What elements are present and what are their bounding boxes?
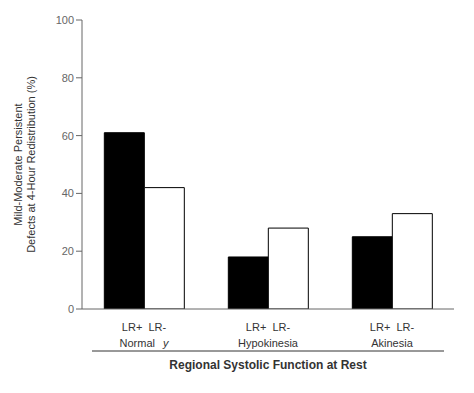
svg-text:Akinesia: Akinesia — [371, 337, 413, 349]
svg-text:40: 40 — [62, 187, 74, 199]
svg-text:LR+ LR-: LR+ LR- — [246, 321, 291, 333]
svg-text:Mild-Moderate PersistentDefect: Mild-Moderate PersistentDefects at 4-Hou… — [12, 76, 37, 253]
svg-text:Hypokinesia: Hypokinesia — [238, 337, 299, 349]
svg-text:Normaly: Normaly — [120, 337, 170, 349]
svg-text:80: 80 — [62, 72, 74, 84]
svg-text:LR+ LR-: LR+ LR- — [122, 321, 167, 333]
svg-text:Regional Systolic Function at: Regional Systolic Function at Rest — [169, 358, 366, 372]
svg-text:0: 0 — [68, 303, 74, 315]
svg-text:20: 20 — [62, 245, 74, 257]
svg-text:100: 100 — [56, 14, 74, 26]
svg-text:LR+ LR-: LR+ LR- — [370, 321, 415, 333]
svg-text:60: 60 — [62, 130, 74, 142]
